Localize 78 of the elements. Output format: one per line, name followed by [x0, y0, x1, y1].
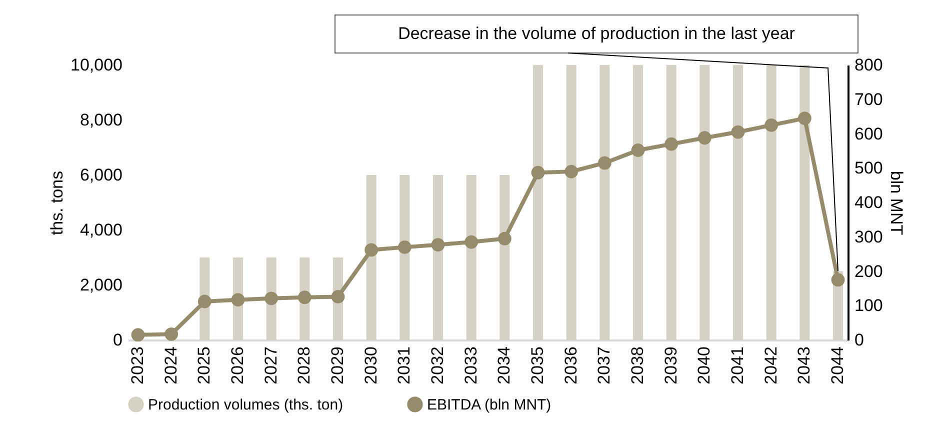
x-tick-label: 2033 [461, 346, 480, 384]
text: Decrease in the volume of production in the last year [398, 24, 796, 43]
x-tick-label: 2023 [128, 346, 147, 384]
y-axis-title: ths. tons [48, 170, 67, 236]
x-tick-label: 2027 [261, 346, 280, 384]
x-tick-label: 2041 [728, 346, 747, 384]
y2-tick-label: 400 [854, 193, 883, 212]
point [131, 328, 145, 342]
point [764, 118, 778, 132]
bar [466, 175, 476, 340]
bar [733, 65, 743, 340]
y2-tick-label: 500 [854, 158, 883, 178]
bar [633, 65, 643, 340]
point [598, 156, 612, 170]
y-tick-label: 8,000 [80, 110, 122, 130]
point [831, 273, 845, 287]
x-tick-label: 2031 [394, 346, 414, 384]
point [298, 290, 312, 304]
y-tick-label: 0 [113, 330, 122, 350]
y-tick-label: 6,000 [80, 166, 122, 184]
bar [566, 65, 576, 340]
x-tick-label: 2034 [494, 346, 514, 384]
point [498, 232, 512, 246]
legend-label: Production volumes (ths. ton) [148, 396, 344, 414]
point [798, 112, 812, 125]
y2-tick-label: 200 [854, 262, 883, 281]
x-tick-label: 2025 [194, 346, 214, 384]
y2-tick-label: 800 [854, 56, 883, 74]
y2-axis-title: bln MNT [886, 170, 906, 236]
point [698, 131, 712, 145]
x-tick-label: 2042 [761, 346, 780, 384]
bar [366, 175, 376, 340]
bar [600, 65, 610, 340]
x-tick-label: 2039 [661, 346, 680, 384]
bar [666, 65, 676, 340]
point [564, 164, 578, 178]
y2-tick-label: 600 [854, 124, 883, 144]
y-tick-label: 4,000 [80, 220, 122, 240]
point [731, 125, 745, 139]
bar [766, 65, 776, 340]
point [264, 292, 278, 306]
x-tick-label: 2035 [528, 346, 547, 384]
x-tick-label: 2026 [228, 346, 247, 384]
x-tick-label: 2024 [161, 346, 180, 384]
x-tick-label: 2037 [594, 346, 614, 384]
bar [400, 175, 410, 340]
bar [800, 65, 810, 340]
x-tick-label: 2032 [428, 346, 447, 384]
x-tick-label: 2043 [794, 346, 814, 384]
bar [433, 175, 443, 340]
bar [500, 175, 510, 340]
y-tick-label: 2,000 [80, 276, 122, 294]
x-tick-label: 2028 [294, 346, 314, 384]
y2-tick-label: 0 [854, 330, 864, 350]
point [631, 144, 645, 157]
point [164, 327, 178, 341]
point [231, 293, 245, 306]
point [364, 243, 378, 257]
x-tick-label: 2030 [361, 346, 380, 384]
x-tick-label: 2038 [628, 346, 647, 384]
y2-tick-label: 100 [854, 296, 883, 316]
y2-tick-label: 300 [854, 227, 883, 246]
y2-tick-label: 700 [854, 90, 883, 109]
bar [700, 65, 710, 340]
x-tick-label: 2040 [694, 346, 714, 384]
bar [533, 65, 543, 340]
x-tick-label: 2044 [828, 346, 847, 384]
point [331, 290, 345, 304]
point [198, 294, 212, 308]
x-tick-label: 2029 [328, 346, 347, 384]
x-tick-label: 2036 [561, 346, 580, 384]
point [398, 240, 412, 254]
legend-label: EBITDA (bln MNT) [427, 396, 552, 414]
point [664, 137, 678, 151]
point [431, 238, 445, 252]
y-tick-label: 10,000 [70, 56, 122, 74]
point [531, 166, 545, 180]
point [464, 235, 478, 249]
